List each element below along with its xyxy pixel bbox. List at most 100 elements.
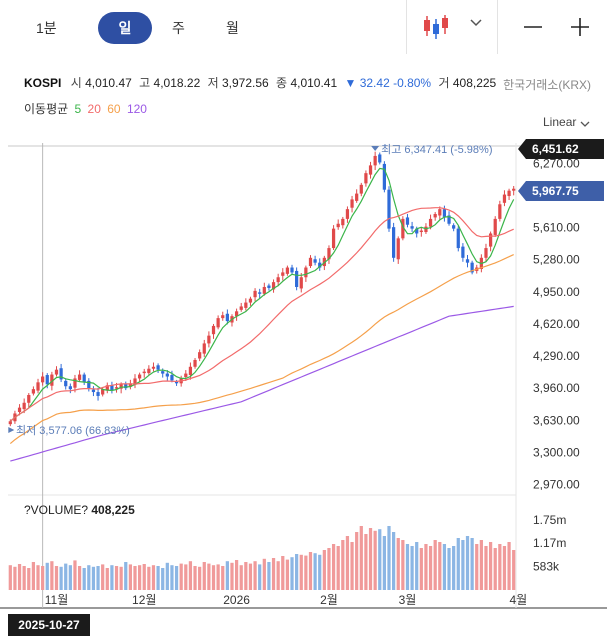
change-value: ▼ 32.42 -0.80% (344, 76, 432, 90)
candle-body (170, 375, 174, 381)
volume-bar (401, 540, 405, 590)
candle-body (488, 233, 493, 247)
candle-body (355, 193, 359, 201)
candle-body (327, 248, 331, 260)
volume-bar (438, 542, 442, 590)
volume-bar (327, 548, 331, 590)
candle-body (368, 165, 373, 175)
candle-body (87, 380, 91, 389)
ma-60-label[interactable]: 60 (107, 102, 121, 116)
volume-bar (87, 565, 91, 590)
chevron-down-icon[interactable] (468, 14, 484, 30)
volume-bar (198, 566, 202, 590)
candle-body (77, 374, 82, 380)
candle-body (8, 421, 12, 425)
timeframe-day-button[interactable]: 일 (98, 12, 152, 44)
volume-bar (202, 562, 206, 590)
volume-bar (465, 536, 470, 590)
timeframe-week-button[interactable]: 주 (172, 20, 185, 36)
candle-body (281, 272, 285, 276)
volume-bar (45, 562, 49, 590)
last-price-flag-bg (518, 181, 604, 201)
volume-bar (350, 542, 354, 590)
candle-body (276, 277, 280, 283)
volume-bar (138, 565, 142, 590)
candle-body (17, 407, 22, 413)
volume-bar (165, 562, 169, 590)
volume-bar (142, 564, 146, 590)
volume-bar (355, 532, 359, 590)
candle-body (138, 374, 142, 379)
timeframe-1min-button[interactable]: 1분 (36, 20, 57, 36)
candle-body (267, 285, 271, 288)
ma-20-label[interactable]: 20 (87, 102, 101, 116)
candle-body (447, 215, 451, 224)
volume-bar (133, 566, 137, 590)
ma-5-label[interactable]: 5 (74, 102, 82, 116)
high-value: 4,018.22 (153, 76, 201, 90)
open-value: 4,010.47 (85, 76, 132, 90)
candle-body (22, 402, 26, 410)
candle-body (493, 218, 497, 235)
volume-bar (73, 560, 77, 590)
volume-bar (493, 548, 497, 590)
candle-body (133, 378, 137, 385)
scale-selector[interactable]: Linear (543, 115, 577, 129)
volume-bar (68, 565, 72, 590)
volume-bar (244, 562, 248, 590)
volume-bar (433, 540, 437, 590)
volume-bar (156, 566, 160, 590)
volume-bar (211, 565, 216, 590)
chevron-down-icon[interactable] (580, 120, 590, 128)
volume-bar (304, 555, 308, 590)
volume-bar (91, 566, 96, 590)
max-marker-icon (371, 146, 380, 151)
candle-body (396, 238, 400, 260)
volume-label: 거 (438, 76, 450, 90)
candle-body (387, 189, 391, 229)
plus-icon[interactable] (569, 16, 591, 38)
y-tick-label: 3,960.00 (533, 381, 580, 395)
candle-body (248, 298, 253, 303)
candle-body (364, 173, 368, 184)
volume-bar (281, 556, 285, 590)
candle-body (114, 387, 119, 389)
candle-body (119, 384, 123, 389)
candles (8, 151, 516, 427)
candlestick-icon[interactable] (422, 14, 450, 40)
volume-bar (382, 536, 386, 590)
y-tick-label: 2,970.00 (533, 477, 580, 491)
volume-bar (8, 565, 12, 590)
candle-body (350, 199, 354, 208)
volume-bar (341, 540, 345, 590)
minus-icon[interactable] (522, 16, 544, 38)
volume-bar (452, 546, 456, 590)
candle-body (91, 389, 96, 393)
volume-bar (262, 558, 266, 590)
volume-value: 408,225 (452, 76, 497, 90)
volume-bar (82, 568, 86, 590)
volume-bar (331, 544, 336, 590)
timeframe-month-button[interactable]: 월 (226, 20, 239, 36)
candle-body (378, 154, 382, 163)
volume-bar (276, 561, 280, 590)
volume-bar (59, 566, 63, 590)
volume-bar (77, 566, 82, 590)
volume-bar (253, 561, 257, 590)
candle-body (151, 366, 156, 369)
volume-bar (364, 534, 368, 590)
candle-body (105, 385, 109, 391)
volume-panel-label: ?VOLUME? 408,225 (24, 503, 135, 517)
candle-body (456, 228, 460, 249)
volume-bar (31, 562, 36, 590)
volume-bar (318, 554, 322, 590)
close-value: 4,010.41 (290, 76, 338, 90)
volume-bar (461, 540, 465, 590)
volume-bar (290, 557, 294, 590)
candle-body (401, 218, 405, 239)
min-annotation: 최저 3,577.06 (66.83%) (16, 424, 130, 437)
volume-bar (415, 542, 419, 590)
volume-bar (405, 544, 410, 590)
ma-120-label[interactable]: 120 (126, 102, 147, 116)
